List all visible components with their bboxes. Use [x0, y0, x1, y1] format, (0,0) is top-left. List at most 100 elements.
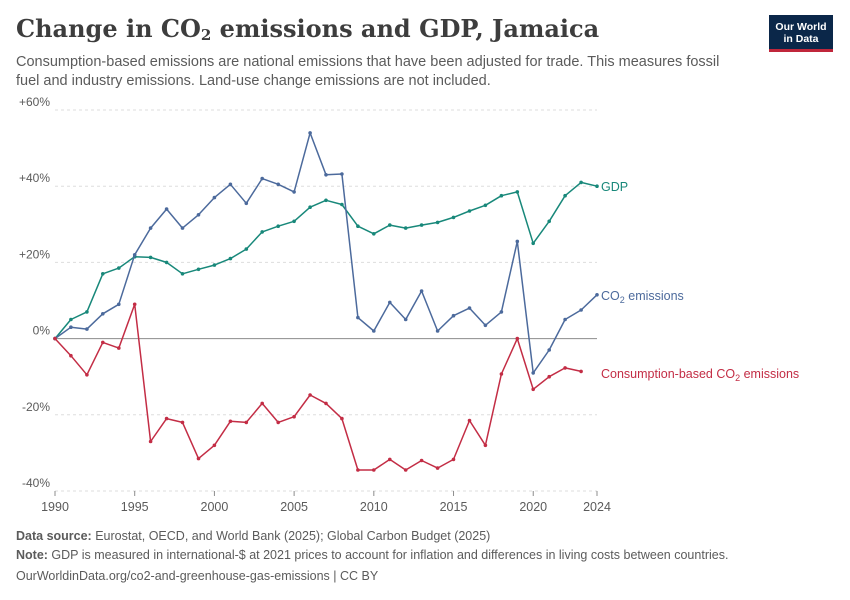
data-point-gdp: [180, 272, 185, 276]
data-point-consumption: [324, 401, 328, 406]
data-point-co2: [260, 176, 265, 181]
data-point-consumption: [53, 336, 57, 341]
data-point-gdp: [579, 180, 583, 185]
source-url[interactable]: OurWorldinData.org/co2-and-greenhouse-ga…: [16, 569, 379, 583]
data-point-consumption: [69, 353, 73, 358]
data-point-gdp: [403, 226, 408, 230]
chart-note: Note: GDP is measured in international-$…: [16, 548, 729, 562]
data-point-consumption: [388, 457, 392, 462]
label-layer: GDP CO2 emissions Consumption-based CO2 em…: [601, 180, 799, 383]
data-point-co2: [467, 306, 472, 310]
data-point-co2: [340, 172, 344, 176]
data-point-co2: [117, 302, 121, 307]
data-point-co2: [180, 226, 185, 230]
x-tick-label: 2000: [201, 500, 229, 514]
data-point-consumption: [372, 468, 376, 472]
data-point-consumption: [244, 420, 249, 425]
data-point-gdp: [340, 202, 344, 207]
data-point-gdp: [515, 190, 520, 194]
y-tick-label: -40%: [22, 476, 50, 490]
data-point-consumption: [180, 420, 185, 425]
x-tick-label: 2024: [583, 500, 611, 514]
data-point-consumption: [531, 387, 535, 392]
y-tick-label: 0%: [33, 324, 51, 338]
data-point-gdp: [356, 224, 360, 228]
data-point-co2: [101, 312, 105, 316]
data-point-co2: [324, 173, 328, 177]
data-point-gdp: [324, 198, 328, 203]
data-point-gdp: [308, 205, 312, 209]
y-tick-label: +40%: [19, 171, 50, 185]
data-point-gdp: [483, 203, 488, 208]
data-point-consumption: [403, 468, 408, 472]
series-label-co2: CO2 emissions: [601, 289, 684, 305]
series-label-gdp: GDP: [601, 180, 628, 194]
data-point-gdp: [499, 193, 504, 198]
data-point-gdp: [212, 263, 217, 267]
grid-layer: [55, 109, 597, 492]
data-point-co2: [563, 317, 567, 322]
data-point-co2: [388, 300, 392, 305]
data-point-co2: [483, 323, 488, 328]
data-point-consumption: [467, 418, 472, 423]
data-point-consumption: [499, 372, 504, 376]
data-point-gdp: [148, 255, 153, 260]
chart-title: Change in CO2 emissions and GDP, Jamaica: [16, 14, 600, 44]
series-layer: [53, 131, 599, 472]
data-point-gdp: [228, 256, 233, 261]
data-point-consumption: [196, 456, 201, 461]
data-point-co2: [595, 293, 599, 297]
data-point-co2: [451, 313, 456, 318]
chart-subtitle: Consumption-based emissions are national…: [16, 54, 720, 89]
data-point-gdp: [595, 184, 599, 188]
data-point-gdp: [372, 232, 376, 236]
data-point-consumption: [260, 401, 265, 406]
data-source: Data source: Eurostat, OECD, and World B…: [16, 529, 491, 543]
data-point-consumption: [117, 346, 121, 350]
x-tick-label: 2015: [440, 500, 468, 514]
data-point-consumption: [563, 366, 567, 370]
data-point-co2: [292, 190, 296, 194]
data-point-co2: [403, 317, 408, 322]
data-point-co2: [212, 195, 217, 200]
data-point-consumption: [579, 369, 583, 374]
data-point-gdp: [276, 224, 281, 228]
data-point-co2: [132, 253, 137, 257]
data-point-co2: [228, 182, 233, 187]
owid-logo[interactable]: Our World in Data: [769, 15, 833, 52]
series-label-consumption: Consumption-based CO2 emissions: [601, 367, 799, 383]
data-point-gdp: [388, 223, 392, 227]
data-point-consumption: [292, 414, 296, 419]
data-point-consumption: [419, 458, 424, 463]
data-point-co2: [356, 315, 360, 320]
data-point-gdp: [547, 219, 551, 224]
data-point-gdp: [101, 272, 105, 276]
data-point-co2: [85, 327, 89, 331]
data-point-gdp: [196, 267, 201, 272]
data-point-consumption: [515, 336, 520, 341]
data-point-co2: [164, 207, 169, 211]
data-point-gdp: [451, 215, 456, 220]
data-point-gdp: [164, 260, 169, 265]
data-point-consumption: [164, 416, 169, 421]
data-point-co2: [499, 310, 504, 314]
data-point-co2: [531, 371, 535, 375]
x-tick-label: 2010: [360, 500, 388, 514]
data-point-gdp: [435, 220, 440, 225]
data-point-consumption: [356, 468, 360, 472]
data-point-consumption: [483, 443, 488, 448]
x-tick-label: 1990: [41, 500, 69, 514]
data-point-gdp: [244, 247, 249, 251]
data-point-co2: [244, 201, 249, 206]
data-point-co2: [308, 131, 312, 135]
data-point-consumption: [212, 443, 217, 448]
data-point-co2: [579, 308, 583, 312]
x-tick-label: 1995: [121, 500, 149, 514]
data-point-co2: [196, 213, 201, 217]
data-point-consumption: [308, 393, 312, 397]
data-point-co2: [69, 325, 73, 330]
data-point-consumption: [547, 374, 551, 379]
data-point-co2: [372, 329, 376, 333]
data-point-gdp: [531, 241, 535, 246]
